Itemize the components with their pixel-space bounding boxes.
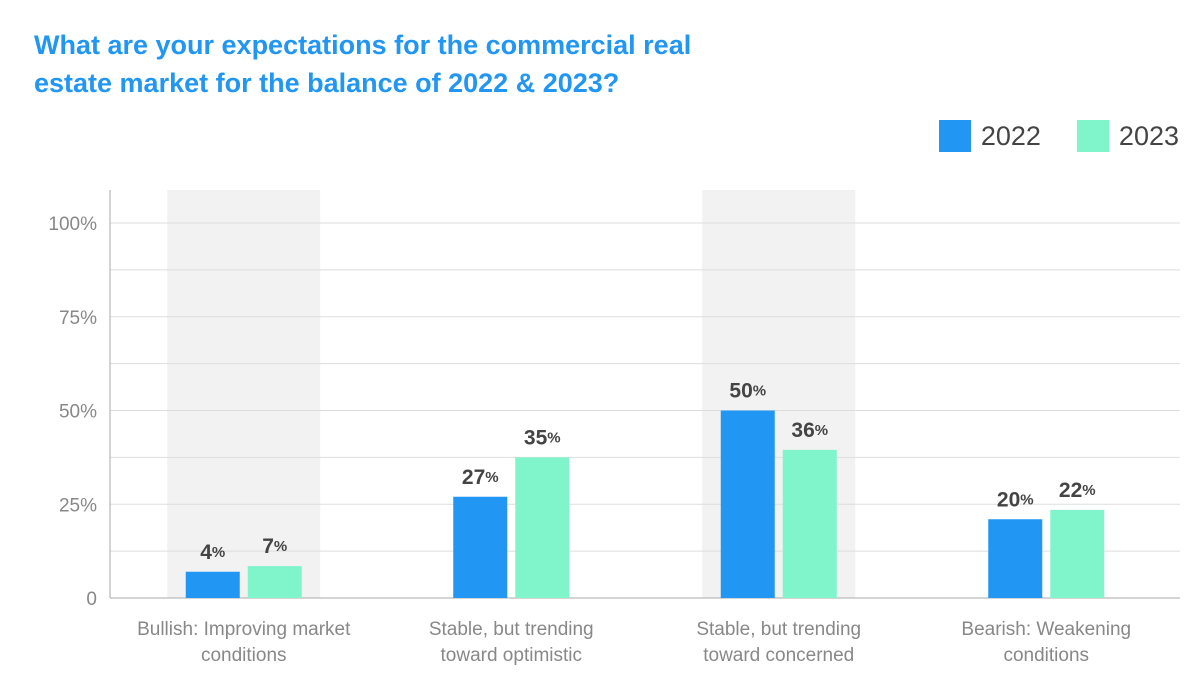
shaded-band-0 bbox=[167, 190, 321, 598]
value-label-2023-1: 35% bbox=[524, 426, 561, 449]
y-tick-label-2: 50% bbox=[59, 402, 97, 423]
chart-title-line-1: What are your expectations for the comme… bbox=[34, 30, 692, 60]
value-label-2022-3: 20% bbox=[997, 488, 1034, 511]
legend-item-2023: 2023 bbox=[1076, 120, 1179, 152]
legend: 2022 2023 bbox=[903, 120, 1179, 152]
value-label-2022-2: 50% bbox=[729, 380, 766, 403]
bar-2022-0 bbox=[185, 571, 240, 598]
bar-2023-2 bbox=[782, 449, 837, 598]
legend-label-2022: 2022 bbox=[980, 120, 1041, 151]
legend-label-2023: 2023 bbox=[1118, 120, 1179, 151]
category-label-0-line-1: conditions bbox=[201, 645, 287, 666]
bar-2022-3 bbox=[988, 519, 1043, 598]
value-label-2023-2: 36% bbox=[791, 419, 828, 442]
legend-swatch-2023 bbox=[1076, 120, 1109, 152]
bar-2023-3 bbox=[1050, 509, 1105, 598]
chart-title-line-2: estate market for the balance of 2022 & … bbox=[34, 68, 620, 98]
y-tick-label-1: 25% bbox=[59, 495, 97, 516]
category-label-3-line-1: conditions bbox=[1003, 645, 1089, 666]
category-label-2-line-1: toward concerned bbox=[703, 645, 854, 666]
y-tick-label-3: 75% bbox=[59, 308, 97, 329]
value-label-2022-1: 27% bbox=[462, 466, 499, 489]
value-label-2022-0: 4% bbox=[200, 541, 225, 564]
category-label-2-line-0: Stable, but trending bbox=[696, 619, 861, 640]
category-label-1-line-0: Stable, but trending bbox=[429, 619, 594, 640]
bar-2023-1 bbox=[515, 457, 570, 598]
category-label-3-line-0: Bearish: Weakening bbox=[961, 619, 1131, 640]
category-label-0-line-0: Bullish: Improving market bbox=[137, 619, 351, 640]
legend-item-2022: 2022 bbox=[938, 120, 1041, 152]
bar-2022-1 bbox=[453, 496, 508, 598]
bar-2022-2 bbox=[720, 410, 775, 598]
value-label-2023-0: 7% bbox=[262, 535, 287, 558]
legend-swatch-2022 bbox=[938, 120, 971, 152]
value-label-2023-3: 22% bbox=[1059, 479, 1096, 502]
y-tick-label-4: 100% bbox=[48, 214, 97, 235]
y-tick-label-0: 0 bbox=[86, 589, 97, 610]
bar-2023-0 bbox=[247, 566, 302, 598]
chart-title: What are your expectations for the comme… bbox=[34, 26, 794, 102]
category-label-1-line-1: toward optimistic bbox=[441, 645, 583, 666]
